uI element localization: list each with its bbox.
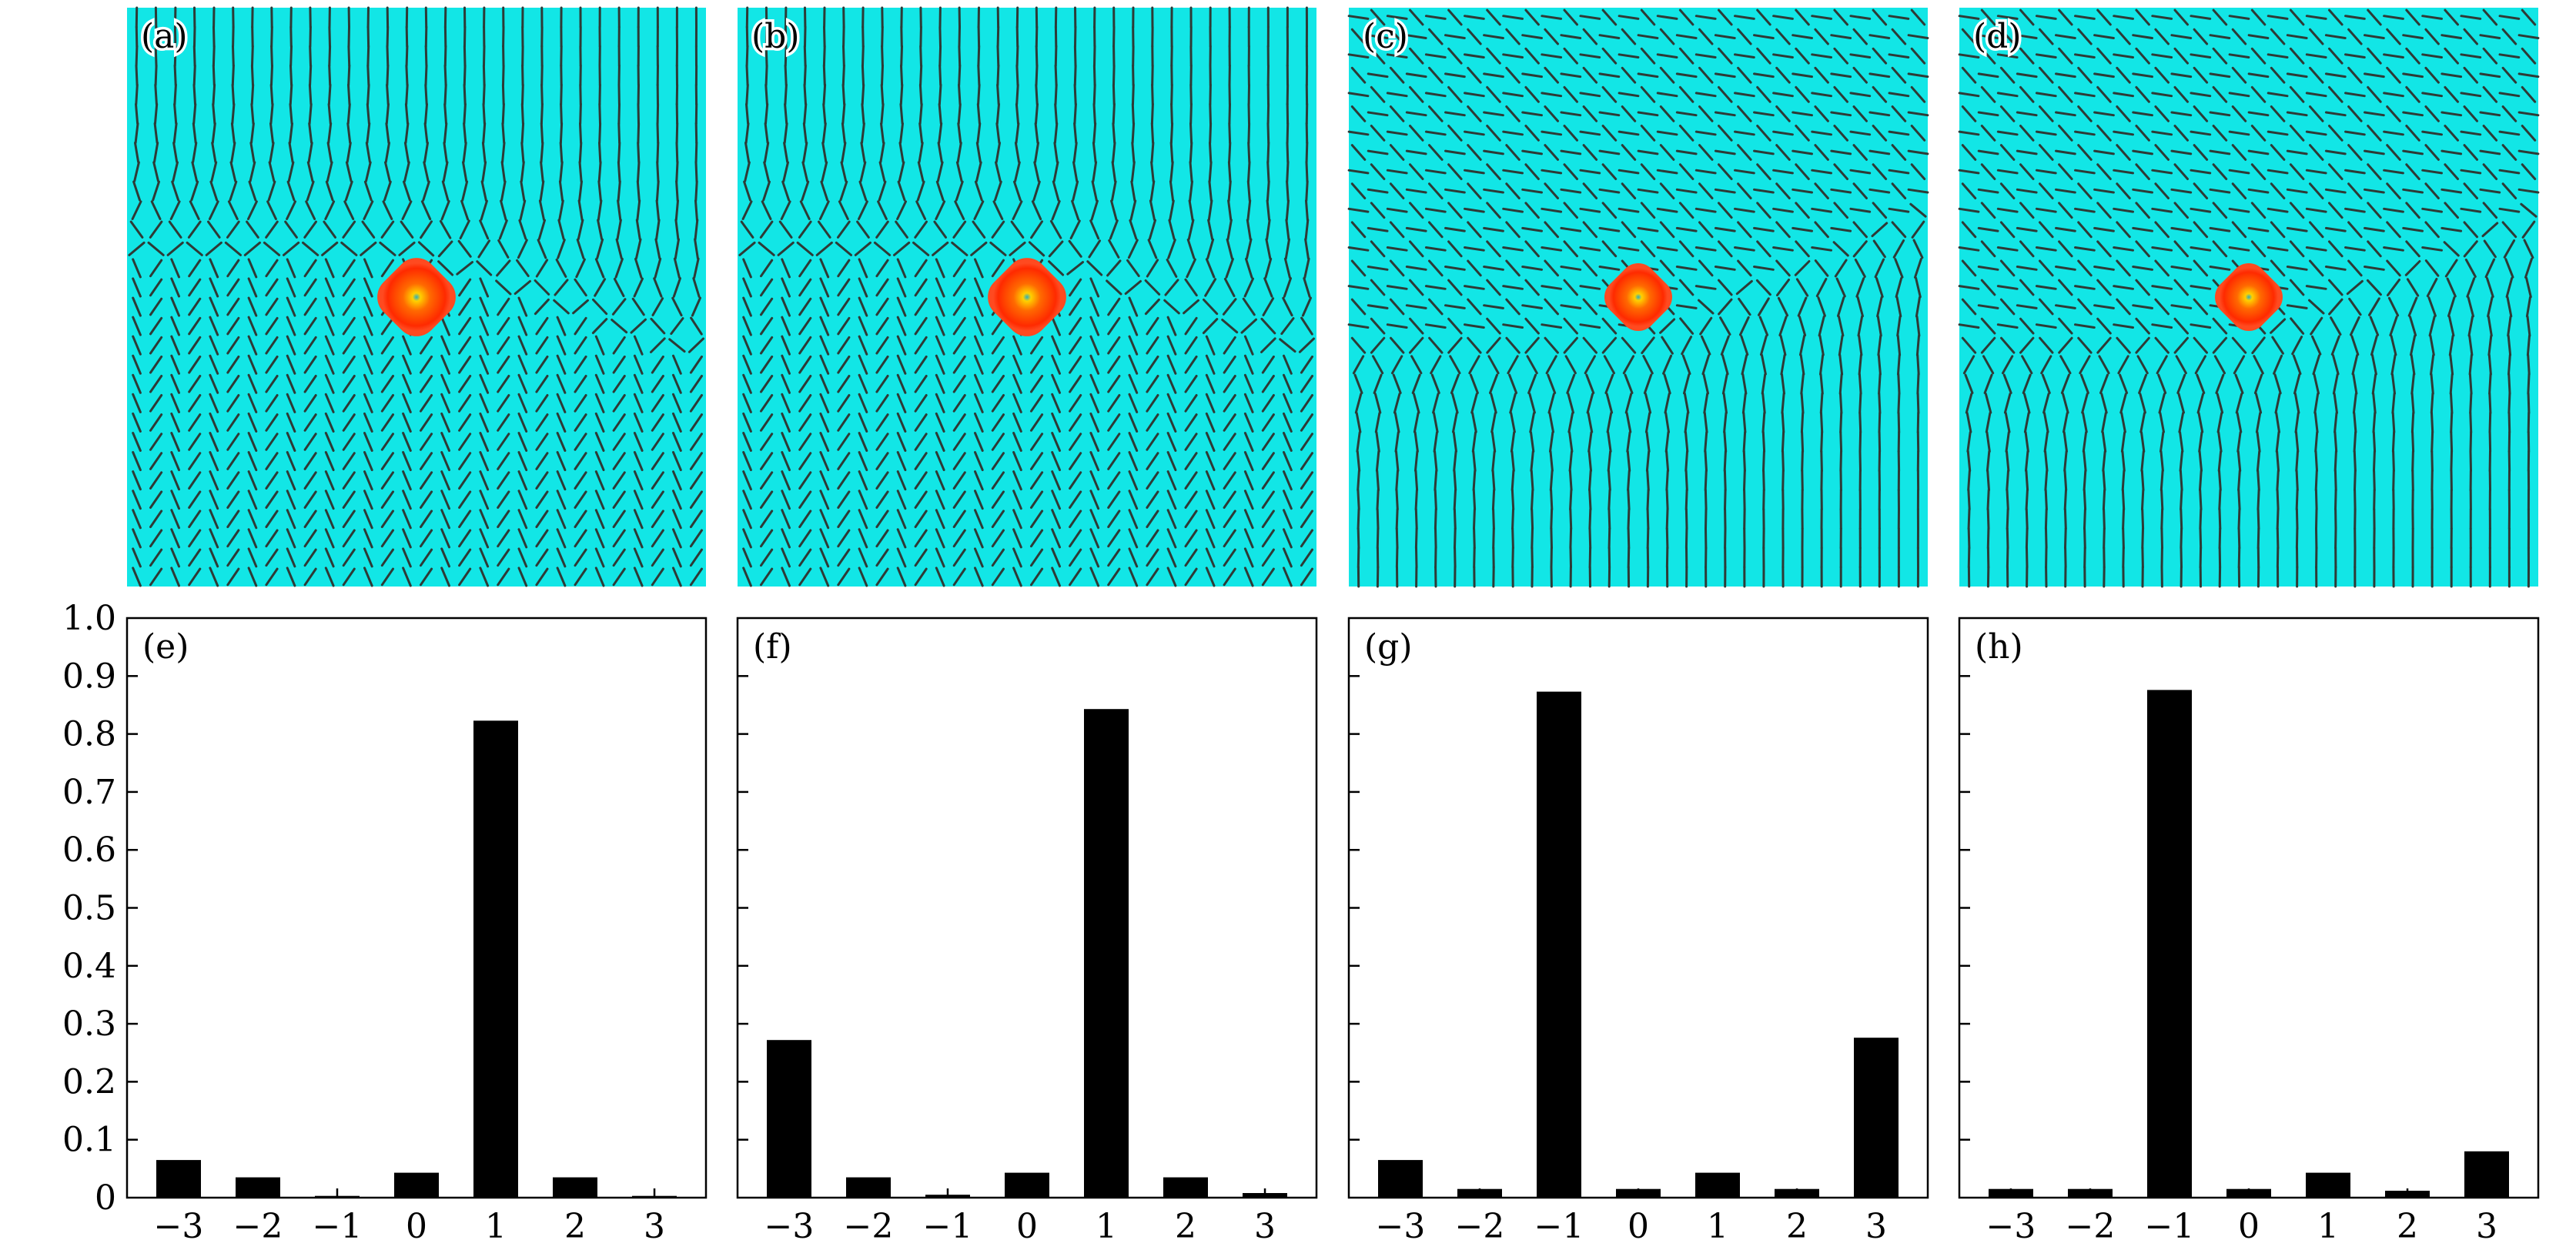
skyrmion-core <box>1604 263 1672 331</box>
spin-arrow-field <box>128 6 704 587</box>
x-tick-label: −2 <box>1455 1207 1505 1246</box>
histogram-chart: −3 −2 −1 0 1 2 3 (g) <box>1347 617 1929 1246</box>
histogram-chart: 0 0.1 0.2 0.3 0.4 0.5 0.6 0.7 0.8 0.9 1.0 −3 −2 −1 0 1 2… <box>62 599 708 1246</box>
bar <box>1084 709 1129 1198</box>
panel-label: (g) <box>1364 627 1413 667</box>
histogram-chart: −3 −2 −1 0 1 2 3 (h) <box>1958 617 2540 1246</box>
y-tick-label: 0.2 <box>62 1062 116 1101</box>
spin-panel: (b) <box>738 6 1316 587</box>
x-tick-label: 0 <box>2238 1207 2260 1246</box>
y-tick-label: 0.8 <box>62 715 116 754</box>
x-tick-label: 1 <box>1096 1207 1117 1246</box>
panel-label: (e) <box>142 627 189 667</box>
x-tick-label: −2 <box>233 1207 283 1246</box>
bar <box>1537 691 1581 1198</box>
x-tick-label: −1 <box>1534 1207 1584 1246</box>
y-tick-label: 0.5 <box>62 889 116 928</box>
spin-arrow-field <box>738 6 1315 587</box>
panel-label: (c) <box>1363 17 1408 56</box>
skyrmion-core <box>988 258 1066 336</box>
panel-label: (b) <box>751 17 800 56</box>
y-tick-label: 0.6 <box>62 831 116 870</box>
histogram-chart: −3 −2 −1 0 1 2 3 (f) <box>736 617 1318 1246</box>
spin-panel: (a) <box>127 6 706 587</box>
x-tick-label: 2 <box>1786 1207 1808 1246</box>
x-tick-label: 2 <box>564 1207 586 1246</box>
x-tick-label: −3 <box>154 1207 204 1246</box>
panel-label: (d) <box>1973 17 2022 56</box>
x-tick-label: 2 <box>2397 1207 2418 1246</box>
x-tick-label: 0 <box>1628 1207 1649 1246</box>
bar <box>473 720 518 1198</box>
spin-texture-row: (a) (b) (c) (d) <box>127 6 2540 588</box>
x-tick-label: 2 <box>1175 1207 1196 1246</box>
plot-frame <box>736 617 1318 1199</box>
x-tick-label: −1 <box>923 1207 973 1246</box>
y-tick-label: 0.9 <box>62 657 116 696</box>
x-tick-label: 3 <box>644 1207 665 1246</box>
plot-frame <box>125 617 708 1199</box>
bar <box>767 1040 811 1198</box>
y-tick-label: 0.7 <box>62 773 116 812</box>
x-tick-label: −2 <box>844 1207 894 1246</box>
x-tick-label: −1 <box>2145 1207 2195 1246</box>
x-tick-label: 1 <box>485 1207 507 1246</box>
x-tick-label: −2 <box>2066 1207 2116 1246</box>
x-tick-label: −3 <box>1376 1207 1426 1246</box>
spin-panel: (d) <box>1958 8 2540 588</box>
y-tick-label: 0.3 <box>62 1004 116 1044</box>
x-tick-label: 1 <box>2317 1207 2339 1246</box>
bar <box>1854 1038 1899 1198</box>
spin-panel: (c) <box>1347 8 1929 588</box>
panel-label: (h) <box>1975 627 2023 667</box>
spin-arrow-field <box>1347 8 1929 588</box>
y-tick-label: 0.1 <box>62 1121 116 1160</box>
x-tick-label: 0 <box>406 1207 427 1246</box>
x-tick-label: −3 <box>1986 1207 2036 1246</box>
panel-label: (f) <box>753 627 792 667</box>
x-tick-label: −1 <box>313 1207 363 1246</box>
plot-frame <box>1958 617 2540 1199</box>
x-tick-label: 3 <box>2476 1207 2497 1246</box>
skyrmion-core <box>377 258 456 336</box>
x-tick-label: 0 <box>1016 1207 1038 1246</box>
x-tick-label: −3 <box>764 1207 815 1246</box>
panel-label: (a) <box>141 17 188 56</box>
skyrmion-core <box>2215 263 2283 331</box>
bar <box>2147 690 2192 1198</box>
y-tick-label: 0 <box>95 1178 116 1218</box>
y-tick-label: 0.4 <box>62 947 116 986</box>
spin-arrow-field <box>1958 8 2540 588</box>
plot-frame <box>1347 617 1929 1199</box>
histogram-row: 0 0.1 0.2 0.3 0.4 0.5 0.6 0.7 0.8 0.9 1.0 −3 −2 −1 0 1 2… <box>62 599 2540 1246</box>
x-tick-label: 1 <box>1707 1207 1728 1246</box>
x-tick-label: 3 <box>1254 1207 1276 1246</box>
y-tick-label: 1.0 <box>62 599 116 638</box>
x-tick-label: 3 <box>1865 1207 1887 1246</box>
